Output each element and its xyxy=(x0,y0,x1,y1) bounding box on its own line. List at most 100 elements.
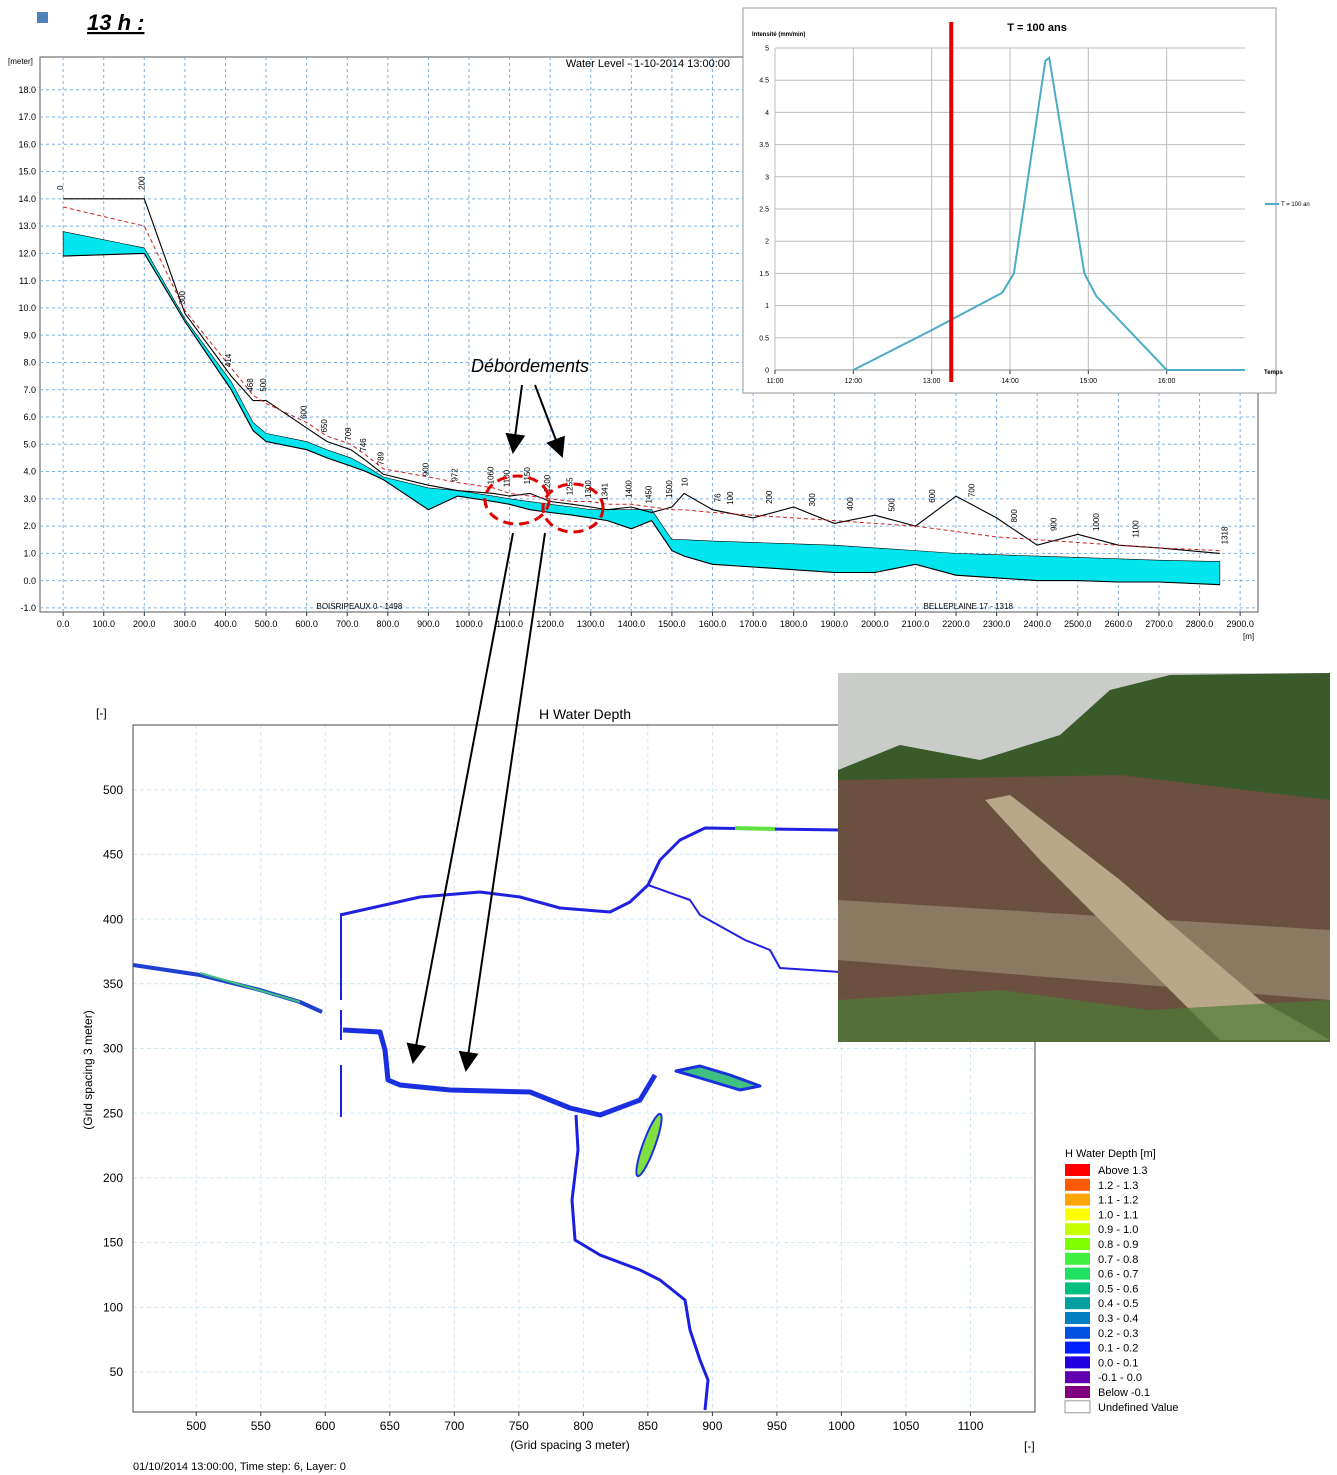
plot-area xyxy=(132,724,1036,1413)
profile-line xyxy=(62,206,1220,552)
x-tick-label: 15:00 xyxy=(1080,378,1098,385)
y-tick-label: 4.5 xyxy=(759,78,769,85)
y-unit: [-] xyxy=(96,706,107,720)
y-tick-label: 3.5 xyxy=(759,142,769,149)
section-label: 1500 xyxy=(665,480,674,498)
x-label: Temps xyxy=(1264,370,1284,376)
y-tick-label: 3 xyxy=(765,174,769,181)
x-tick-label: 0.0 xyxy=(57,619,70,629)
legend-label: Undefined Value xyxy=(1098,1402,1179,1414)
rain-chart: 0 0.5 1 1.5 2 2.5 3 3.5 4 4.5 5 11:00 12:00 13:00 14:0… xyxy=(752,22,1310,385)
y-tick-label: 7.0 xyxy=(23,385,36,395)
section-label: 650 xyxy=(320,419,329,433)
legend-label: Below -0.1 xyxy=(1098,1387,1150,1399)
y-tick-label: 14.0 xyxy=(18,194,36,204)
section-label: 414 xyxy=(224,353,233,367)
y-tick-label: 2 xyxy=(765,239,769,246)
section-label: 200 xyxy=(137,176,146,190)
legend-label: 0.2 - 0.3 xyxy=(1098,1328,1138,1340)
y-tick-label: 10.0 xyxy=(18,303,36,313)
flow-path xyxy=(199,972,301,1003)
x-tick-label: 400.0 xyxy=(214,619,237,629)
x-tick-label: 600 xyxy=(315,1419,335,1433)
section-label: 100 xyxy=(726,491,735,505)
x-tick-label: 500 xyxy=(186,1419,206,1433)
legend-label: 0.5 - 0.6 xyxy=(1098,1283,1138,1295)
legend-swatch xyxy=(1065,1326,1090,1339)
photo xyxy=(838,673,1330,1042)
branch-label: BOISRIPEAUX 0 - 1498 xyxy=(317,602,403,611)
y-tick-label: 300 xyxy=(103,1042,123,1056)
section-label: 500 xyxy=(888,498,897,512)
legend-label: 0.0 - 0.1 xyxy=(1098,1357,1138,1369)
photo-plants xyxy=(838,990,1330,1042)
legend-label: 1.2 - 1.3 xyxy=(1098,1180,1138,1192)
section-label: 900 xyxy=(1050,517,1059,531)
y-tick-label: -1.0 xyxy=(20,603,36,613)
x-tick-label: 2100.0 xyxy=(902,619,930,629)
legend-swatch xyxy=(1065,1238,1090,1250)
flow-path xyxy=(570,1114,710,1411)
section-label: 1100 xyxy=(1132,520,1141,538)
legend-swatch xyxy=(1065,1193,1090,1206)
legend-label: -0.1 - 0.0 xyxy=(1098,1372,1142,1384)
x-tick-label: 1500.0 xyxy=(658,619,686,629)
x-tick-label: 2700.0 xyxy=(1145,619,1173,629)
x-tick-label: 700 xyxy=(444,1419,464,1433)
legend-label: T = 100 an xyxy=(1281,202,1310,208)
x-tick-label: 950 xyxy=(767,1419,787,1433)
x-unit: [m] xyxy=(1243,632,1254,641)
chart-title: H Water Depth xyxy=(539,706,631,722)
y-tick-label: 1.5 xyxy=(759,271,769,278)
section-label: 1060 xyxy=(486,466,495,484)
x-tick-label: 1400.0 xyxy=(618,619,646,629)
x-tick-label: 1100.0 xyxy=(496,619,523,629)
x-tick-label: 2600.0 xyxy=(1105,619,1133,629)
x-tick-label: 600.0 xyxy=(295,619,318,629)
x-tick-label: 850 xyxy=(638,1419,658,1433)
x-tick-label: 16:00 xyxy=(1158,378,1176,385)
arrow xyxy=(406,532,514,1064)
x-tick-label: 2200.0 xyxy=(942,619,970,629)
section-label: 300 xyxy=(808,493,817,507)
section-label: 400 xyxy=(846,497,855,511)
y-tick-label: 450 xyxy=(103,848,123,862)
y-tick-label: 500 xyxy=(103,783,123,797)
heading: 13 h : xyxy=(87,10,144,35)
x-tick-label: 1900.0 xyxy=(821,619,849,629)
y-tick-label: 400 xyxy=(103,912,123,926)
y-tick-label: 50 xyxy=(110,1365,124,1379)
legend-label: 0.7 - 0.8 xyxy=(1098,1254,1138,1266)
annotations xyxy=(483,384,605,534)
x-tick-label: 100.0 xyxy=(92,619,115,629)
y-tick-label: 0.0 xyxy=(23,576,36,586)
x-tick-label: 1300.0 xyxy=(577,619,605,629)
branch-label: BELLEPLAINE 17 - 1318 xyxy=(924,602,1014,611)
x-tick-label: 700.0 xyxy=(336,619,359,629)
x-tick-label: 2800.0 xyxy=(1186,619,1214,629)
photo-stream xyxy=(985,795,1330,1040)
legend-swatch xyxy=(1065,1252,1090,1265)
x-tick-label: 2300.0 xyxy=(983,619,1011,629)
section-label: 746 xyxy=(359,438,368,452)
section-label: 900 xyxy=(421,462,430,476)
x-tick-label: 11:00 xyxy=(767,378,784,385)
y-tick-label: 100 xyxy=(103,1300,123,1314)
x-tick-label: 500.0 xyxy=(255,619,278,629)
y-tick-label: 16.0 xyxy=(18,139,36,149)
chart-title: Water Level - 1-10-2014 13:00:00 xyxy=(566,58,730,70)
section-label: 789 xyxy=(376,451,385,465)
annotation: Débordements xyxy=(471,356,589,376)
y-tick-label: 3.0 xyxy=(23,494,36,504)
legend-swatch xyxy=(1065,1267,1090,1280)
rain-line xyxy=(852,55,1245,371)
arrow xyxy=(505,384,526,454)
y-tick-label: 9.0 xyxy=(23,330,36,340)
flow-path xyxy=(734,826,776,831)
x-tick-label: 1050 xyxy=(893,1419,920,1433)
y-tick-label: 13.0 xyxy=(18,221,36,231)
x-tick-label: 1200.0 xyxy=(536,619,564,629)
